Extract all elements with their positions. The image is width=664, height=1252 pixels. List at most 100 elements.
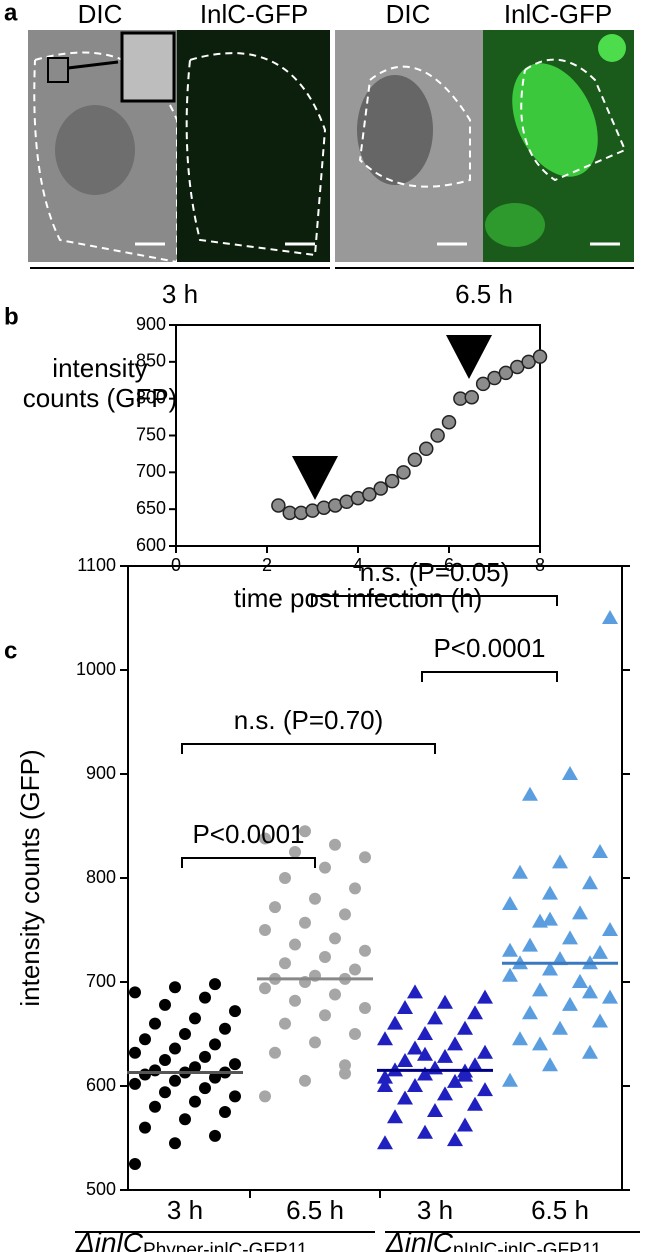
panel-label: a [4, 0, 18, 26]
y-tick-label: 750 [136, 424, 166, 444]
data-point [457, 1117, 473, 1132]
inset-box [47, 57, 69, 83]
data-point [189, 1012, 201, 1025]
data-point [179, 1113, 191, 1126]
time-label: 6.5 h [455, 279, 513, 309]
x-tick-label: 0 [171, 555, 181, 575]
data-point [582, 984, 598, 999]
data-point [319, 861, 331, 874]
strain-name: ΔinlC [385, 1227, 454, 1252]
cell [55, 105, 135, 195]
data-point [289, 846, 301, 858]
data-point [407, 1078, 423, 1092]
x-tick-label: 3 h [417, 1195, 453, 1225]
data-point [169, 1074, 181, 1087]
data-point [477, 1082, 493, 1097]
data-point [532, 349, 548, 364]
data-point [219, 1106, 231, 1118]
data-point [447, 1036, 463, 1051]
y-tick-label: 900 [136, 314, 166, 334]
data-point [498, 365, 514, 381]
data-point [592, 1013, 608, 1028]
data-point [169, 981, 181, 994]
data-point [349, 1028, 361, 1040]
micrographs [28, 30, 634, 269]
data-point [373, 481, 388, 496]
data-point [407, 1040, 423, 1055]
significance-bracket [311, 595, 558, 606]
x-tick-label: 6 [444, 555, 454, 575]
data-point [359, 1002, 371, 1014]
data-point [467, 1096, 483, 1111]
data-point [149, 1064, 161, 1077]
plot-frame [175, 324, 541, 547]
significance-label: P<0.0001 [192, 819, 304, 849]
data-point [329, 932, 341, 945]
strain-name: ΔinlC [75, 1227, 144, 1252]
y-axis-label: intensity [52, 353, 147, 383]
data-point [542, 911, 558, 926]
data-point [532, 982, 548, 997]
data-point [437, 994, 453, 1009]
x-axis-label: time post infection (h) [234, 583, 483, 613]
y-tick-label: 800 [86, 867, 116, 887]
data-point [359, 851, 371, 864]
data-point [359, 944, 371, 957]
data-point [387, 1015, 403, 1030]
data-point [572, 974, 588, 988]
y-tick-label: 800 [136, 387, 166, 407]
data-point [397, 1090, 413, 1105]
data-point [552, 951, 568, 966]
strain-label: ΔinlCpInlC-inlC-GFP11 [385, 1227, 602, 1252]
data-point [339, 1059, 351, 1072]
data-point [349, 882, 361, 895]
data-point [169, 1042, 181, 1055]
data-point [209, 978, 221, 991]
data-point [129, 986, 141, 999]
significance-bracket [181, 743, 436, 754]
data-point [289, 994, 301, 1007]
y-tick-label: 500 [86, 1179, 116, 1199]
data-point [512, 864, 528, 879]
data-point [417, 1124, 433, 1139]
data-point [407, 452, 423, 468]
data-point [562, 766, 578, 780]
y-tick-label: 650 [136, 498, 166, 518]
data-point [562, 930, 578, 945]
x-tick-label: 4 [353, 555, 363, 575]
data-point [562, 996, 578, 1011]
data-point [552, 854, 568, 869]
image-label: DIC [386, 0, 431, 29]
x-tick-label: 3 h [167, 1195, 203, 1225]
significance-bracket [421, 671, 558, 682]
strain-subscript: pInlC-inlC-GFP11 [453, 1240, 602, 1252]
data-point [269, 901, 281, 914]
data-point [427, 1102, 443, 1117]
data-point [259, 1090, 271, 1103]
data-point [467, 1005, 483, 1020]
data-point [552, 1020, 568, 1035]
data-point [602, 922, 618, 936]
data-point [329, 838, 341, 851]
data-point [475, 376, 491, 392]
data-point [169, 1137, 181, 1150]
data-point [219, 1022, 231, 1035]
data-point [437, 1086, 453, 1101]
data-point [279, 872, 291, 884]
y-tick-label: 700 [136, 461, 166, 481]
arrowhead [292, 456, 338, 500]
data-point [229, 1058, 241, 1071]
panel-label: b [4, 303, 19, 330]
cell [512, 63, 598, 177]
data-point [309, 892, 321, 905]
data-point [417, 1066, 433, 1081]
y-tick-label: 700 [86, 971, 116, 991]
data-point [542, 1057, 558, 1072]
data-point [129, 1158, 141, 1170]
x-tick-label: 8 [535, 555, 545, 575]
data-point [209, 1038, 221, 1051]
data-point [396, 465, 411, 480]
data-point [427, 1010, 443, 1025]
data-point [189, 1095, 201, 1108]
